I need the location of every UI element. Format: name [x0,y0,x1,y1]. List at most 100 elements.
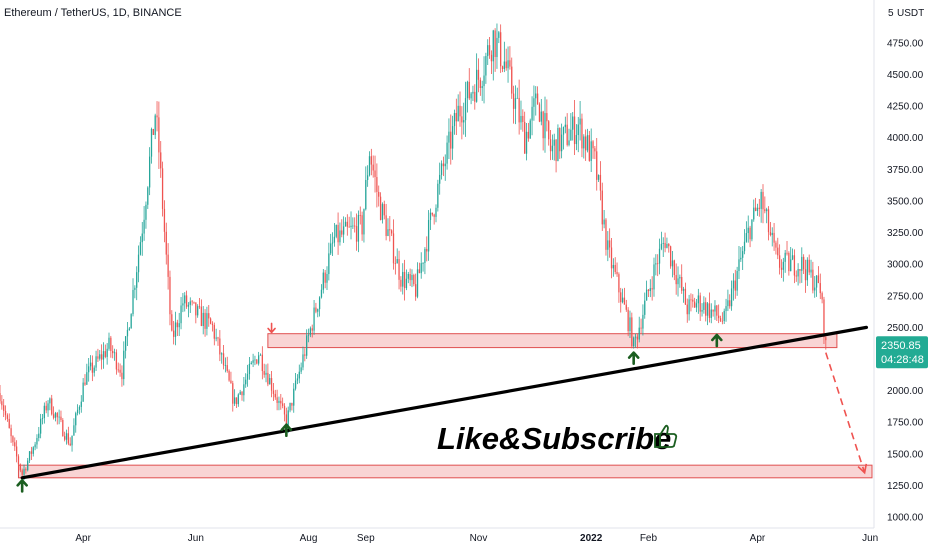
candle-down [4,410,7,416]
candle-up [435,207,437,217]
candle-down [623,297,626,305]
trendline [20,325,869,480]
candle-up [782,261,784,270]
candle-down [616,271,618,275]
candle-up [93,367,95,373]
candle-up [150,128,153,157]
candle-down [500,32,502,67]
candle-up [747,227,749,234]
candle-up [658,248,661,264]
candle-up [335,224,337,237]
candle-down [311,328,313,331]
candle-up [47,403,49,411]
candle-down [512,93,515,109]
candle-up [352,225,354,227]
candle-up [58,416,60,418]
candle-up [439,174,441,184]
candle-down [21,470,23,475]
top-price-digit: 5 [888,8,894,19]
candle-up [703,302,705,310]
candle-down [780,267,783,270]
candle-up [148,156,151,188]
candle-down [681,277,683,291]
candle-up [139,242,142,255]
y-tick-label: 2000.00 [887,386,924,397]
candle-down [468,81,470,99]
candle-down [442,163,445,167]
candle-down [819,283,821,294]
candle-up [402,271,404,287]
candle-down [657,263,659,265]
candle-up [801,256,803,271]
candle-down [542,111,544,139]
candle-up [28,451,31,461]
price-axis[interactable]: 1000.001250.001500.001750.002000.002250.… [887,38,924,523]
thumbs-up-icon [654,424,678,448]
candle-down [185,295,188,307]
candle-down [821,293,823,300]
candle-up [790,259,792,272]
candle-down [283,405,286,415]
candle-up [123,350,125,380]
candle-down [241,391,243,396]
candle-up [245,379,247,385]
x-tick-label: Jun [188,533,204,544]
candle-down [226,365,228,371]
candle-down [165,231,167,255]
support-zone [17,464,873,479]
candle-down [455,112,457,122]
candle-down [51,398,53,415]
candle-down [518,97,520,123]
down-arrow [267,322,276,334]
candle-up [102,351,105,360]
candle-up [710,309,712,318]
candle-down [596,151,598,180]
candle-up [278,400,280,403]
candle-up [43,405,45,418]
candle-up [86,372,88,385]
y-tick-label: 1500.00 [887,449,924,460]
candle-down [291,402,293,406]
candle-up [143,219,145,234]
candle-up [147,187,149,205]
symbol-title: Ethereum / TetherUS, 1D, BINANCE [4,7,182,19]
candle-down [474,91,476,102]
candle-down [546,113,548,122]
candle-up [427,219,430,252]
time-axis[interactable]: Apr Jun Aug Sep Nov 2022 Feb Apr Jun [75,533,878,544]
candle-down [84,382,86,385]
candle-up [725,306,727,311]
candle-up [503,61,506,70]
candle-down [555,139,557,162]
candle-down [389,229,391,231]
candle-up [54,413,57,418]
candle-up [257,355,260,364]
candle-down [230,380,232,384]
candle-up [551,145,554,152]
markers [16,322,723,493]
candle-up [815,275,818,288]
candle-up [575,135,578,145]
candle-up [145,204,147,220]
candle-up [41,417,44,419]
candle-down [173,330,175,337]
candle-up [738,259,740,272]
candle-up [113,352,116,354]
candle-down [117,369,119,371]
candle-up [252,360,254,363]
candle-down [812,269,814,291]
candle-down [12,436,14,443]
candle-up [254,359,256,361]
candles [0,23,827,481]
candle-down [804,269,807,281]
y-tick-label: 4250.00 [887,102,924,113]
candle-up [82,382,84,402]
candle-up [751,219,753,240]
candle-up [771,232,773,236]
candle-up [206,313,208,329]
candle-down [337,224,339,243]
candle-down [609,240,611,248]
candle-down [708,303,711,318]
